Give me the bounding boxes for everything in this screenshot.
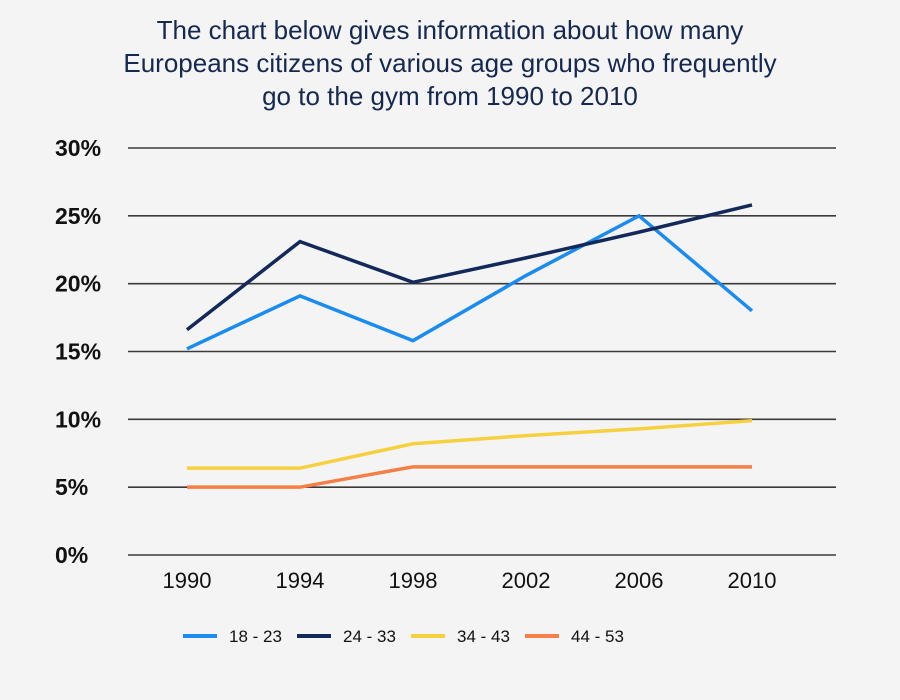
x-tick-label: 2010: [728, 568, 777, 593]
legend-item: 44 - 53: [525, 627, 624, 646]
x-tick-label: 1990: [163, 568, 212, 593]
series-line-18-23: [186, 213, 754, 351]
y-tick-label: 25%: [55, 203, 101, 229]
x-tick-label: 2006: [615, 568, 664, 593]
y-tick-label: 5%: [55, 474, 88, 500]
x-axis-ticks: 1990 1994 1998 2002 2006 2010: [163, 568, 777, 593]
y-tick-label: 10%: [55, 406, 101, 432]
y-tick-label: 15%: [55, 339, 101, 365]
series-lines: [185, 203, 754, 489]
y-tick-label: 0%: [55, 542, 88, 568]
legend-item: 24 - 33: [297, 627, 396, 646]
y-tick-label: 20%: [55, 271, 101, 297]
legend-item: 18 - 23: [183, 627, 282, 646]
series-line-44-53: [187, 465, 752, 489]
x-tick-label: 1998: [389, 568, 438, 593]
y-axis-ticks: 0% 5% 10% 15% 20% 25% 30%: [55, 135, 101, 568]
legend-label: 18 - 23: [229, 627, 282, 646]
legend-item: 34 - 43: [411, 627, 510, 646]
legend: 18 - 23 24 - 33 34 - 43 44 - 53: [183, 627, 624, 646]
series-line-34-43: [187, 418, 753, 470]
legend-label: 34 - 43: [457, 627, 510, 646]
legend-label: 44 - 53: [571, 627, 624, 646]
series-line-24-33: [185, 203, 753, 332]
x-tick-label: 1994: [276, 568, 325, 593]
x-tick-label: 2002: [502, 568, 551, 593]
chart-title: The chart below gives information about …: [123, 15, 777, 111]
legend-label: 24 - 33: [343, 627, 396, 646]
y-tick-label: 30%: [55, 135, 101, 161]
